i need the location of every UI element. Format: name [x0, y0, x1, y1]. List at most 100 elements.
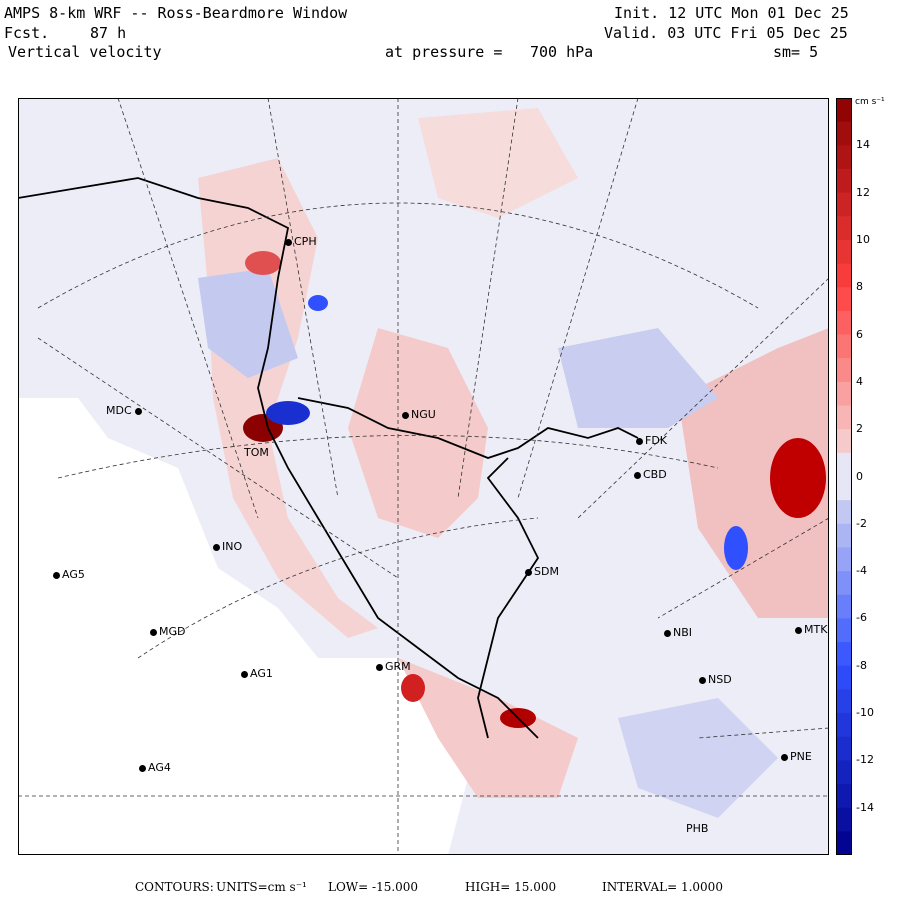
contours-units: UNITS=cm s⁻¹ [216, 880, 307, 894]
colorbar-segment [836, 263, 852, 288]
station-marker-icon [241, 670, 248, 678]
colorbar-tick-label: -2 [856, 516, 867, 530]
forecast-hours: 87 h [90, 24, 127, 42]
forecast-label: Fcst. [4, 24, 50, 42]
colorbar-tick-label: -12 [856, 753, 874, 767]
colorbar-segment [836, 405, 852, 430]
latitude-circle [37, 202, 759, 479]
colorbar-tick-label: -8 [856, 658, 867, 672]
pressure-value: 700 hPa [530, 43, 594, 61]
negative-region-west [198, 268, 298, 378]
colorbar-tick-label: 2 [856, 422, 863, 436]
station-nbi: NBI [664, 626, 692, 639]
station-mtk: MTK [795, 623, 827, 636]
colorbar-tick-label: 0 [856, 469, 863, 483]
station-cbd: CBD [634, 468, 667, 481]
colorbar-segment [836, 523, 852, 548]
colorbar-segment [836, 429, 852, 454]
station-marker-icon [634, 471, 641, 479]
coastline [18, 177, 639, 739]
contours-high: HIGH= 15.000 [465, 880, 557, 894]
station-marker-icon [135, 407, 143, 415]
colorbar-tick-label: 4 [856, 374, 863, 388]
colorbar-segment [836, 192, 852, 217]
station-mgd: MGD [150, 625, 186, 638]
colorbar-tick-label: -10 [856, 706, 874, 720]
colorbar-segment [836, 713, 852, 738]
station-marker-icon [795, 626, 802, 634]
station-nsd: NSD [699, 673, 732, 686]
colorbar-tick-label: 14 [856, 138, 870, 152]
colorbar-segment [836, 571, 852, 596]
pressure-label: at pressure = [385, 43, 503, 61]
colorbar-segment [836, 145, 852, 170]
colorbar-tick-label: 10 [856, 232, 870, 246]
field-name: Vertical velocity [8, 43, 162, 61]
colorbar-tick-label: 6 [856, 327, 863, 341]
colorbar-tick-label: 8 [856, 280, 863, 294]
station-marker-icon [699, 676, 706, 684]
strong-downdraft-cell [266, 401, 310, 425]
colorbar-segment [836, 665, 852, 690]
station-ag1: AG1 [241, 667, 273, 680]
colorbar-segment [836, 642, 852, 667]
station-marker-icon [213, 543, 220, 551]
graticule [18, 98, 829, 855]
colorbar-segment [836, 807, 852, 832]
colorbar-segment [836, 216, 852, 241]
colorbar-border [836, 98, 852, 855]
colorbar-segment [836, 98, 852, 123]
updraft-cell-north [245, 251, 281, 275]
station-fdk: FDK [636, 434, 667, 447]
station-ag5: AG5 [53, 568, 85, 581]
station-marker-icon [150, 628, 157, 636]
downdraft-cell-north [308, 295, 328, 311]
colorbar-segment [836, 736, 852, 761]
station-pne: PNE [781, 750, 812, 763]
init-time: Init. 12 UTC Mon 01 Dec 25 [614, 4, 849, 22]
map-title: AMPS 8-km WRF -- Ross-Beardmore Window [4, 4, 348, 22]
station-sdm: SDM [525, 565, 559, 578]
colorbar-segment [836, 358, 852, 383]
station-marker-icon [376, 663, 383, 671]
station-ag4: AG4 [139, 761, 171, 774]
colorbar-segment [836, 287, 852, 312]
station-marker-icon [636, 437, 643, 445]
colorbar-segment [836, 239, 852, 265]
station-cph: CPH [285, 235, 317, 248]
smoothing-value: sm= 5 [773, 43, 819, 61]
colorbar-segment [836, 618, 852, 643]
station-marker-icon [285, 238, 292, 246]
station-marker-icon [139, 764, 146, 772]
updraft-cell-east [770, 438, 826, 518]
latitude-circle-south [137, 517, 539, 659]
colorbar-segment [836, 381, 852, 407]
valid-time: Valid. 03 UTC Fri 05 Dec 25 [604, 24, 848, 42]
colorbar-tick-label: -14 [856, 800, 874, 814]
station-marker-icon [525, 568, 532, 576]
colorbar-segment [836, 831, 852, 855]
positive-band-central [348, 328, 488, 538]
station-marker-icon [664, 629, 671, 637]
station-marker-icon [402, 411, 409, 419]
colorbar-segment [836, 500, 852, 525]
contours-low: LOW= -15.000 [328, 880, 419, 894]
colorbar-segment [836, 310, 852, 336]
station-marker-icon [781, 753, 788, 761]
positive-band-south [398, 658, 578, 798]
colorbar-segment [836, 334, 852, 359]
station-tom: TOM [244, 446, 269, 459]
vertical-velocity-map [18, 98, 829, 855]
colorbar-segment [836, 784, 852, 809]
colorbar-segment [836, 689, 852, 714]
positive-band-east [678, 328, 829, 618]
station-ino: INO [213, 540, 242, 553]
negative-region-southeast [618, 698, 778, 818]
downdraft-cell-east [724, 526, 748, 570]
colorbar-segment [836, 168, 852, 194]
colorbar-tick-label: -4 [856, 564, 867, 578]
no-data-region [18, 398, 468, 855]
station-marker-icon [53, 571, 60, 579]
colorbar-segment [836, 760, 852, 785]
colorbar [836, 98, 852, 855]
